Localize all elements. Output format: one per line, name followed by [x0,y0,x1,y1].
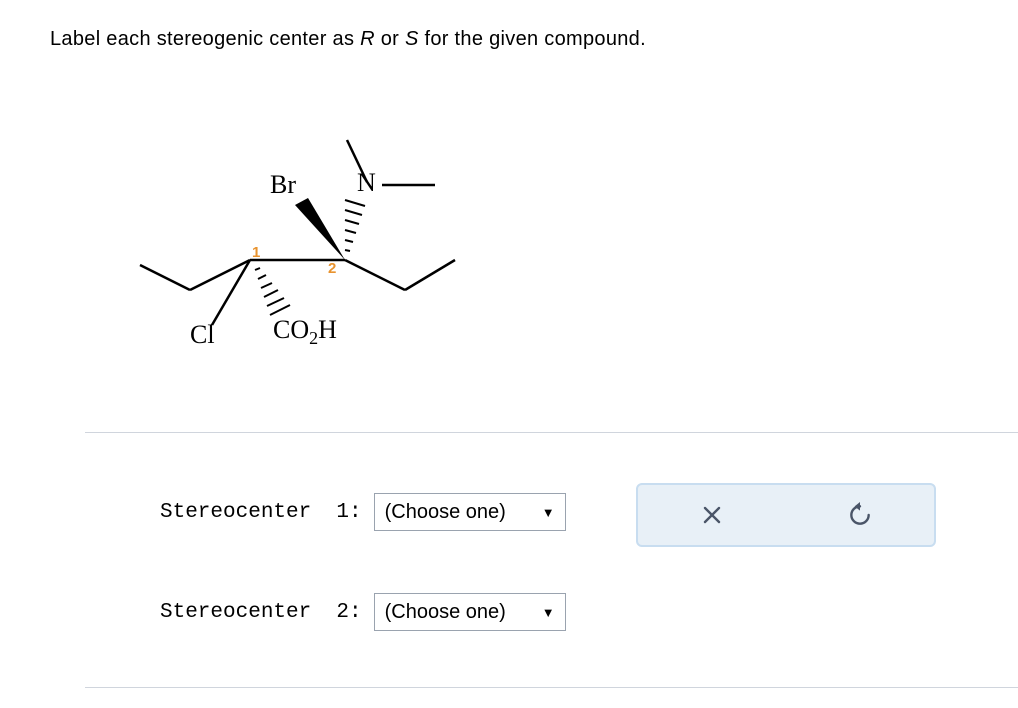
label-stereocenter-1: Stereocenter 1: [160,501,362,524]
label-co2h: CO2H [273,315,337,349]
reset-button[interactable] [786,485,934,545]
dropdown-2-placeholder: (Choose one) [385,601,506,624]
dropdown-1-placeholder: (Choose one) [385,501,506,524]
question-s: S [405,28,419,50]
label-n: N [357,168,376,198]
close-icon [700,503,724,527]
label-co2h-co: CO [273,315,309,344]
answer-panel: Stereocenter 1: (Choose one) ▼ Stereocen… [85,432,1018,688]
label-num2: 2 [328,260,336,277]
dropdown-stereocenter-1[interactable]: (Choose one) ▼ [374,493,566,531]
label-num1: 1 [252,244,260,261]
clear-button[interactable] [638,485,786,545]
question-text: Label each stereogenic center as R or S … [50,28,646,51]
action-button-group [636,483,936,547]
question-mid: or [375,28,405,50]
chevron-down-icon: ▼ [542,605,555,620]
question-prefix: Label each stereogenic center as [50,28,360,50]
row-stereocenter-1: Stereocenter 1: (Choose one) ▼ [160,493,566,531]
reset-icon [847,502,873,528]
label-br: Br [270,170,296,200]
chemical-structure: Br N Cl CO2H 1 2 [130,120,490,380]
label-cl: Cl [190,320,215,350]
chevron-down-icon: ▼ [542,505,555,520]
label-stereocenter-2: Stereocenter 2: [160,601,362,624]
label-co2h-2: 2 [309,328,318,348]
question-r: R [360,28,375,50]
label-co2h-h: H [318,315,337,344]
row-stereocenter-2: Stereocenter 2: (Choose one) ▼ [160,593,566,631]
dropdown-stereocenter-2[interactable]: (Choose one) ▼ [374,593,566,631]
question-suffix: for the given compound. [419,28,646,50]
